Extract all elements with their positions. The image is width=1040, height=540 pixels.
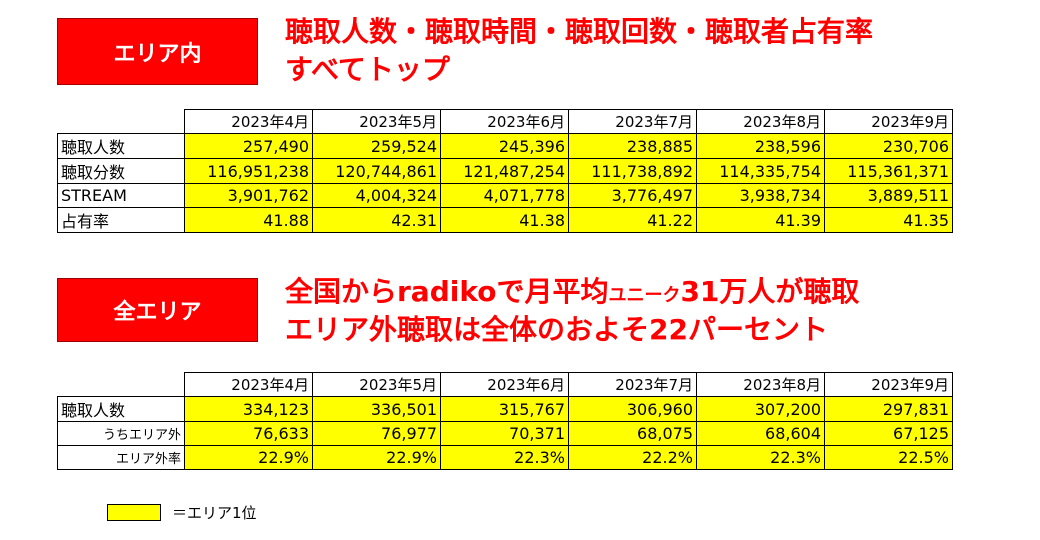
table-cell: 306,960 [568,396,697,422]
row-label: 占有率 [57,207,185,233]
column-header: 2023年7月 [568,109,697,134]
row-label: 聴取分数 [57,158,185,184]
table-cell: 22.5% [824,445,953,470]
column-header: 2023年5月 [312,109,441,134]
table-cell: 22.3% [696,445,825,470]
row-label: うちエリア外 [57,421,185,446]
column-header: 2023年9月 [824,372,953,397]
section2-header-row: 2023年4月 2023年5月 2023年6月 2023年7月 2023年8月 … [57,372,953,397]
table-cell: 315,767 [440,396,569,422]
headline-part: 31万人が聴取 [680,275,860,308]
row-label: エリア外率 [57,445,185,470]
column-header: 2023年8月 [696,109,825,134]
table-cell: 68,075 [568,421,697,446]
table-cell: 4,004,324 [312,183,441,208]
table-cell: 3,776,497 [568,183,697,208]
table-cell: 116,951,238 [184,158,313,184]
table-cell: 22.2% [568,445,697,470]
table-cell: 70,371 [440,421,569,446]
section2-table: 2023年4月 2023年5月 2023年6月 2023年7月 2023年8月 … [57,372,953,470]
table-row: 聴取人数 257,490 259,524 245,396 238,885 238… [57,133,953,159]
table-cell: 67,125 [824,421,953,446]
area-inside-label: エリア内 [57,18,258,85]
row-label: 聴取人数 [57,133,185,159]
table-cell: 111,738,892 [568,158,697,184]
table-cell: 307,200 [696,396,825,422]
table-cell: 41.35 [824,207,953,233]
column-header: 2023年8月 [696,372,825,397]
table-cell: 41.39 [696,207,825,233]
table-row: エリア外率 22.9% 22.9% 22.3% 22.2% 22.3% 22.5… [57,445,953,470]
section1-header-row: 2023年4月 2023年5月 2023年6月 2023年7月 2023年8月 … [57,109,953,134]
table-cell: 22.9% [184,445,313,470]
column-header: 2023年9月 [824,109,953,134]
headline-part: 全国からradikoで月平均 [285,275,609,308]
section2-headline-line1: 全国からradikoで月平均ユニーク31万人が聴取 [285,274,859,314]
table-cell: 68,604 [696,421,825,446]
table-cell: 114,335,754 [696,158,825,184]
table-cell: 334,123 [184,396,313,422]
column-header: 2023年4月 [184,372,313,397]
table-cell: 238,596 [696,133,825,159]
section1-headline-line2: すべてトップ [285,53,450,86]
table-cell: 3,938,734 [696,183,825,208]
section1-headline-line1: 聴取人数・聴取時間・聴取回数・聴取者占有率 [285,15,874,48]
table-cell: 4,071,778 [440,183,569,208]
column-header: 2023年6月 [440,372,569,397]
table-row: 聴取分数 116,951,238 120,744,861 121,487,254… [57,158,953,184]
table-cell: 22.9% [312,445,441,470]
table-cell: 238,885 [568,133,697,159]
table-cell: 22.3% [440,445,569,470]
table-corner [57,372,185,397]
column-header: 2023年7月 [568,372,697,397]
column-header: 2023年6月 [440,109,569,134]
table-row: うちエリア外 76,633 76,977 70,371 68,075 68,60… [57,421,953,446]
table-cell: 41.22 [568,207,697,233]
table-cell: 230,706 [824,133,953,159]
section2-headline-line2: エリア外聴取は全体のおよそ22パーセント [285,313,828,346]
table-cell: 336,501 [312,396,441,422]
table-cell: 76,977 [312,421,441,446]
table-cell: 120,744,861 [312,158,441,184]
table-cell: 41.38 [440,207,569,233]
table-row: STREAM 3,901,762 4,004,324 4,071,778 3,7… [57,183,953,208]
table-row: 占有率 41.88 42.31 41.38 41.22 41.39 41.35 [57,207,953,233]
row-label: 聴取人数 [57,396,185,422]
legend-text: ＝エリア1位 [172,504,257,522]
table-cell: 257,490 [184,133,313,159]
all-area-label: 全エリア [57,278,258,342]
table-corner [57,109,185,134]
section1-table: 2023年4月 2023年5月 2023年6月 2023年7月 2023年8月 … [57,109,953,233]
table-row: 聴取人数 334,123 336,501 315,767 306,960 307… [57,396,953,422]
table-cell: 121,487,254 [440,158,569,184]
table-cell: 41.88 [184,207,313,233]
table-cell: 115,361,371 [824,158,953,184]
table-cell: 297,831 [824,396,953,422]
table-cell: 76,633 [184,421,313,446]
table-cell: 42.31 [312,207,441,233]
column-header: 2023年4月 [184,109,313,134]
row-label: STREAM [57,183,185,208]
table-cell: 3,889,511 [824,183,953,208]
table-cell: 259,524 [312,133,441,159]
table-cell: 245,396 [440,133,569,159]
legend-swatch [107,504,161,521]
headline-unique-text: ユニーク [608,285,681,306]
column-header: 2023年5月 [312,372,441,397]
table-cell: 3,901,762 [184,183,313,208]
